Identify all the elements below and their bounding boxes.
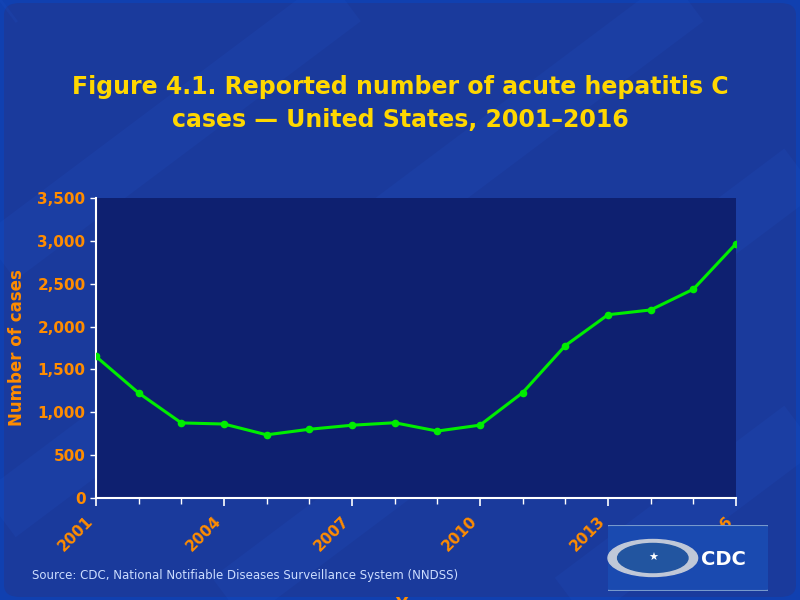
X-axis label: Year: Year <box>395 596 437 600</box>
Text: Figure 4.1. Reported number of acute hepatitis C: Figure 4.1. Reported number of acute hep… <box>72 75 728 99</box>
Text: CDC: CDC <box>701 550 746 569</box>
FancyBboxPatch shape <box>4 3 796 597</box>
Text: cases — United States, 2001–2016: cases — United States, 2001–2016 <box>172 108 628 132</box>
FancyBboxPatch shape <box>603 525 773 591</box>
Text: Source: CDC, National Notifiable Diseases Surveillance System (NNDSS): Source: CDC, National Notifiable Disease… <box>32 569 458 583</box>
Circle shape <box>608 539 698 577</box>
Circle shape <box>618 544 688 572</box>
Text: ★: ★ <box>648 553 658 563</box>
Y-axis label: Number of cases: Number of cases <box>8 269 26 427</box>
